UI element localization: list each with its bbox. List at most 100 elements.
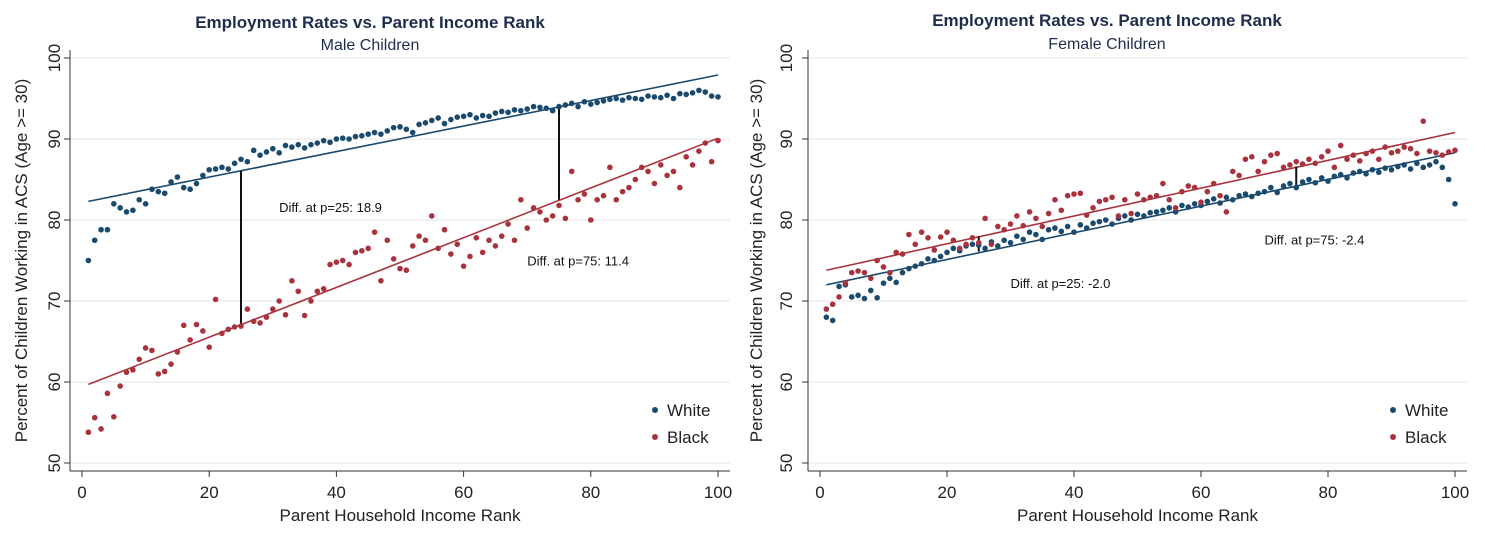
- data-point-white: [219, 164, 225, 171]
- data-point-white: [950, 245, 957, 252]
- data-point-white: [371, 129, 378, 136]
- data-point-black: [454, 241, 461, 248]
- data-point-black: [937, 234, 944, 240]
- data-point-white: [1280, 183, 1287, 189]
- data-point-black: [1306, 156, 1312, 163]
- data-point-white: [1293, 184, 1300, 191]
- data-point-black: [429, 213, 435, 219]
- data-point-black: [696, 148, 702, 154]
- data-point-black: [1426, 148, 1433, 154]
- chart-male-children: Employment Rates vs. Parent Income Rank M…: [12, 13, 732, 525]
- data-point-white: [1388, 166, 1395, 173]
- data-point-white: [1033, 231, 1039, 238]
- data-point-white: [1261, 188, 1268, 195]
- data-point-black: [168, 361, 174, 367]
- data-point-black: [1350, 152, 1357, 158]
- x-tick-label: 60: [454, 483, 473, 502]
- data-point-white: [390, 124, 397, 131]
- data-point-black: [225, 326, 232, 333]
- data-point-black: [276, 298, 282, 304]
- data-point-white: [1172, 209, 1179, 215]
- data-point-white: [339, 135, 346, 141]
- data-point-black: [842, 280, 849, 286]
- data-point-black: [543, 217, 550, 223]
- data-point-white: [1395, 163, 1401, 170]
- data-point-black: [505, 221, 511, 227]
- data-point-black: [219, 330, 225, 337]
- data-point-white: [276, 149, 282, 156]
- data-point-white: [1318, 175, 1325, 181]
- data-point-black: [403, 267, 410, 274]
- x-axis-label: Parent Household Income Rank: [280, 506, 521, 525]
- data-point-black: [1325, 148, 1331, 154]
- data-point-white: [823, 314, 830, 321]
- data-point-black: [1255, 168, 1261, 175]
- data-point-black: [1026, 209, 1033, 215]
- data-point-black: [562, 215, 569, 222]
- data-point-black: [1153, 192, 1160, 199]
- data-point-white: [562, 102, 569, 108]
- data-point-black: [1064, 192, 1071, 199]
- data-point-black: [1414, 150, 1420, 157]
- data-point-black: [651, 180, 658, 187]
- data-point-white: [1445, 176, 1452, 183]
- data-point-black: [422, 237, 429, 244]
- chart-panel-female: Employment Rates vs. Parent Income Rank F…: [740, 0, 1485, 540]
- data-point-white: [168, 179, 174, 185]
- data-point-black: [918, 229, 925, 235]
- data-point-black: [511, 237, 518, 244]
- data-point-white: [651, 94, 658, 100]
- data-point-black: [1337, 142, 1344, 149]
- data-point-black: [1407, 145, 1414, 152]
- data-point-white: [925, 256, 931, 262]
- data-point-white: [944, 249, 950, 256]
- data-point-white: [511, 107, 518, 113]
- data-point-black: [848, 269, 855, 276]
- data-point-black: [893, 249, 899, 256]
- data-point-white: [670, 95, 677, 102]
- data-point-black: [1001, 226, 1007, 233]
- data-point-black: [950, 237, 957, 244]
- data-point-black: [1007, 221, 1014, 227]
- data-point-black: [1134, 191, 1141, 197]
- data-point-white: [1134, 211, 1141, 218]
- data-point-black: [906, 231, 912, 238]
- data-point-black: [263, 314, 270, 321]
- data-point-black: [1280, 164, 1287, 171]
- data-point-black: [1452, 147, 1458, 154]
- data-point-black: [1242, 156, 1249, 163]
- data-point-white: [1268, 184, 1274, 191]
- data-point-white: [142, 201, 149, 207]
- data-point-black: [409, 243, 416, 249]
- data-point-white: [1122, 213, 1128, 219]
- data-point-white: [1242, 191, 1249, 197]
- data-point-black: [1395, 148, 1401, 154]
- data-point-white: [899, 269, 906, 276]
- data-point-black: [1312, 160, 1319, 167]
- y-axis-label: Percent of Children Working in ACS (Age …: [12, 79, 31, 442]
- y-tick-label: 60: [45, 373, 64, 392]
- diff-annotation: Diff. at p=75: 11.4: [527, 253, 629, 268]
- data-point-black: [339, 257, 346, 264]
- data-point-black: [1033, 215, 1039, 222]
- data-point-black: [632, 176, 639, 183]
- data-point-black: [378, 277, 384, 284]
- data-point-black: [537, 209, 543, 215]
- data-point-black: [212, 296, 219, 303]
- data-point-black: [1052, 196, 1058, 203]
- data-point-black: [1090, 205, 1096, 211]
- data-point-black: [1191, 184, 1198, 191]
- data-point-white: [556, 103, 562, 110]
- data-point-black: [925, 235, 931, 241]
- data-point-black: [142, 345, 149, 351]
- data-point-white: [1191, 201, 1198, 207]
- data-point-black: [1287, 162, 1293, 168]
- data-point-white: [1452, 201, 1458, 207]
- data-point-white: [594, 99, 600, 106]
- data-point-black: [486, 237, 492, 244]
- data-point-white: [715, 94, 721, 100]
- data-point-white: [352, 133, 359, 140]
- data-point-black: [1141, 196, 1147, 203]
- data-point-white: [1382, 165, 1388, 171]
- data-point-black: [1318, 154, 1325, 160]
